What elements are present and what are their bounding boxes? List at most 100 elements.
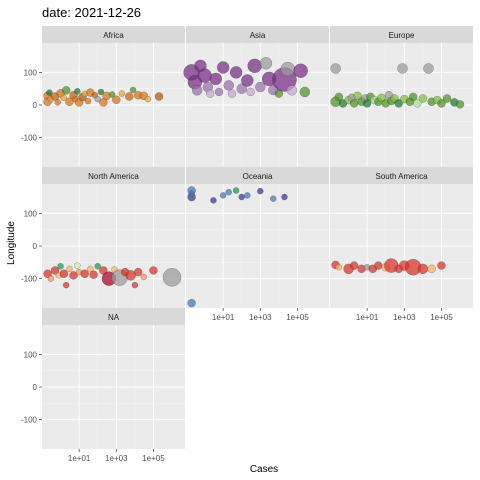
x-tick-label: 1e+05: [430, 313, 453, 322]
x-tick-label: 1e+01: [68, 454, 91, 463]
data-point: [87, 265, 94, 273]
data-point: [125, 270, 136, 281]
data-point: [149, 266, 158, 275]
facet-strip-label: NA: [108, 313, 120, 322]
data-point: [162, 268, 182, 287]
facet-panel: Asia: [183, 26, 329, 167]
y-tick-label: 0: [33, 242, 38, 251]
data-point: [236, 83, 247, 94]
data-point: [377, 93, 386, 103]
facet-panels: Africa 100 0 -100 Asia Europe North America 100…: [21, 26, 473, 463]
data-point: [349, 261, 359, 270]
data-point: [209, 72, 223, 86]
data-point: [335, 263, 343, 271]
data-point: [61, 86, 71, 95]
data-point: [46, 89, 53, 96]
data-point: [69, 271, 78, 280]
facet-strip-label: South America: [375, 172, 428, 181]
x-tick-label: 1e+05: [286, 313, 309, 322]
data-point: [205, 89, 215, 98]
data-point: [191, 85, 203, 96]
data-point: [74, 88, 81, 95]
data-point: [247, 58, 262, 74]
x-tick-label: 1e+01: [356, 313, 379, 322]
data-point: [89, 270, 98, 279]
data-point: [255, 81, 266, 93]
data-point: [99, 98, 108, 107]
facet-strip: [186, 167, 329, 184]
chart-title: date: 2021-12-26: [42, 5, 141, 20]
data-point: [362, 99, 372, 108]
y-tick-label: -100: [21, 275, 38, 284]
data-point: [57, 262, 64, 270]
x-axis-title: Cases: [250, 464, 278, 475]
data-point: [417, 263, 429, 275]
data-point: [66, 265, 73, 273]
data-point: [293, 63, 308, 78]
facet-strip: [186, 26, 329, 43]
facet-panel: Africa 100 0 -100: [21, 26, 185, 167]
x-tick-label: 1e+03: [249, 313, 272, 322]
data-point: [397, 63, 408, 74]
facet-strip: [330, 167, 473, 184]
data-point: [281, 193, 288, 201]
data-point: [108, 91, 116, 98]
facet-panel: South America 1e+01 1e+03 1e+05: [330, 167, 473, 322]
data-point: [144, 95, 152, 103]
data-point: [423, 63, 434, 74]
y-tick-label: 0: [33, 101, 38, 110]
data-point: [427, 264, 436, 274]
data-point: [54, 99, 61, 106]
data-point: [238, 193, 245, 201]
data-point: [394, 99, 403, 108]
data-point: [131, 281, 139, 289]
data-point: [455, 100, 465, 109]
facet-strip-label: Africa: [103, 31, 124, 40]
data-point: [188, 190, 195, 198]
data-point: [232, 187, 240, 194]
data-point: [246, 87, 255, 97]
y-tick-label: -100: [21, 416, 38, 425]
x-tick-label: 1e+05: [142, 454, 165, 463]
data-point: [418, 94, 428, 103]
y-tick-label: -100: [21, 134, 38, 143]
facet-strip: [42, 308, 185, 325]
y-tick-label: 100: [24, 209, 38, 218]
data-point: [187, 298, 196, 308]
x-tick-label: 1e+03: [393, 313, 416, 322]
data-point: [286, 85, 298, 96]
data-point: [94, 262, 101, 270]
data-point: [65, 97, 74, 106]
data-point: [47, 275, 55, 282]
data-point: [257, 187, 264, 195]
y-axis-title: Longitude: [6, 221, 17, 265]
data-point: [219, 192, 227, 199]
data-point: [118, 90, 126, 97]
data-point: [129, 86, 137, 94]
facet-strip-label: Asia: [250, 31, 266, 40]
facet-strip: [42, 26, 185, 43]
data-point: [210, 197, 217, 204]
data-point: [43, 269, 52, 278]
data-point: [353, 91, 362, 101]
facet-panel: Europe: [330, 26, 473, 167]
facet-panel: NA 100 0 -100 1e+01 1e+03 1e+05: [21, 308, 185, 463]
facet-panel: Oceania 1e+01 1e+03 1e+05: [186, 167, 329, 322]
data-point: [408, 92, 418, 102]
data-point: [140, 273, 147, 281]
data-point: [259, 56, 273, 70]
data-point: [50, 266, 60, 275]
data-point: [84, 97, 92, 105]
data-point: [80, 269, 89, 278]
x-tick-label: 1e+03: [105, 454, 128, 463]
data-point: [223, 80, 234, 91]
data-point: [334, 92, 344, 102]
data-point: [349, 99, 359, 108]
facet-strip-label: North America: [88, 172, 139, 181]
data-point: [413, 99, 422, 108]
data-point: [60, 94, 68, 102]
data-point: [74, 262, 81, 269]
data-point: [97, 88, 105, 96]
facet-strip: [330, 26, 473, 43]
